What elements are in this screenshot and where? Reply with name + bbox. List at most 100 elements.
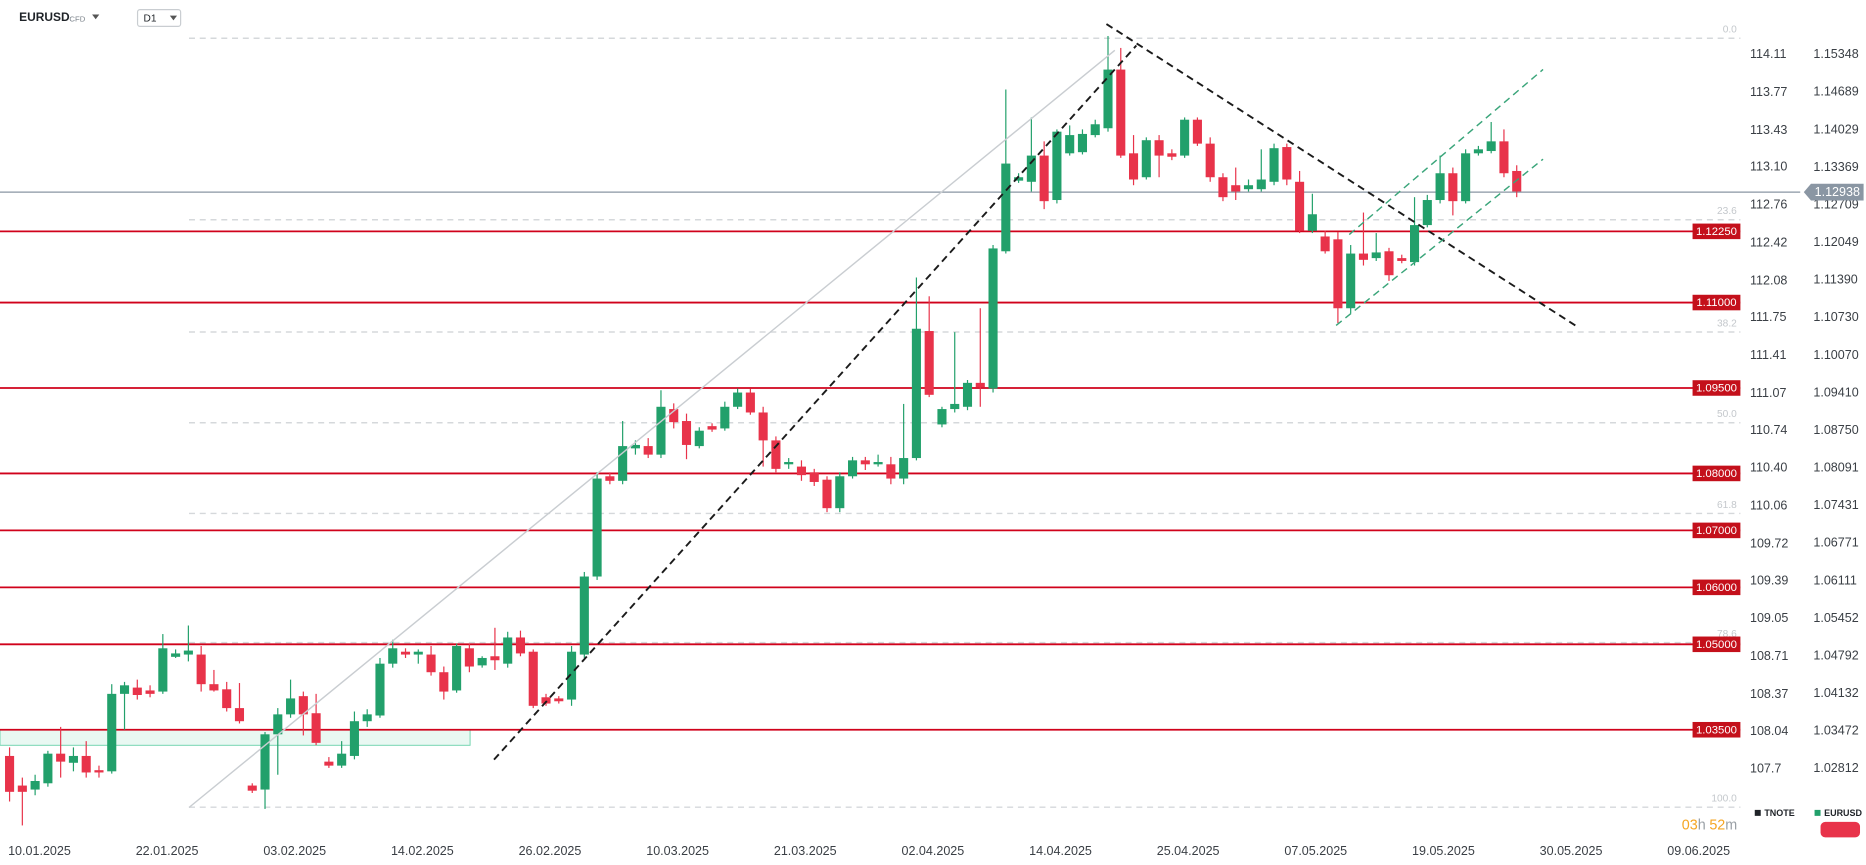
y2-tick-label: 111.41	[1750, 348, 1787, 362]
x-tick-label: 10.01.2025	[8, 844, 71, 858]
candle-body	[1371, 252, 1381, 259]
candle-body	[899, 458, 909, 479]
candle-body	[107, 693, 117, 772]
trade-button[interactable]	[1820, 821, 1861, 838]
candle-body	[30, 781, 40, 790]
candle-body	[1295, 181, 1305, 231]
candle-body	[1065, 135, 1075, 154]
axes: 1.12250 1.11000 1.09500 1.08000 1.07000 1.060…	[8, 47, 1864, 858]
trend-line	[188, 49, 1116, 809]
candle-body	[528, 651, 538, 706]
x-tick-label: 21.03.2025	[774, 844, 837, 858]
candle-body	[924, 331, 934, 395]
candle-body	[286, 698, 296, 715]
candle-body	[1307, 214, 1317, 231]
y-tick-label: 1.04792	[1813, 648, 1858, 662]
candle-body	[1473, 149, 1483, 154]
candle-body	[784, 462, 794, 465]
candle-body	[388, 648, 398, 664]
candle-body	[1039, 155, 1049, 202]
candle-body	[1218, 177, 1228, 198]
candle-body	[681, 421, 692, 445]
candle-body	[1192, 119, 1202, 144]
legend-swatch	[1814, 809, 1821, 816]
candle-body	[873, 462, 883, 465]
y2-tick-label: 108.37	[1750, 687, 1788, 701]
fib-label: 61.8	[1717, 500, 1737, 511]
countdown-hours-unit: h	[1698, 817, 1706, 833]
countdown-minutes: 52	[1709, 817, 1725, 833]
candle-body	[1499, 141, 1509, 174]
y2-tick-label: 110.74	[1750, 423, 1787, 437]
y2-tick-label: 111.75	[1750, 310, 1787, 324]
candle-body	[1461, 153, 1471, 202]
y-tick-label: 1.02812	[1813, 761, 1858, 775]
price-level-tag	[1692, 721, 1741, 738]
candle-body	[43, 753, 53, 784]
fib-label: 100.0	[1711, 794, 1737, 805]
legend-swatch	[1754, 809, 1761, 816]
fib-label: 38.2	[1717, 318, 1737, 329]
channel-line	[1348, 68, 1544, 236]
candle-body	[247, 785, 257, 791]
candle-body	[694, 430, 704, 447]
price-level-label: 1.06000	[1696, 582, 1737, 594]
candle-body	[452, 646, 462, 691]
candle-body	[1448, 173, 1458, 202]
y-tick-label: 1.06111	[1813, 573, 1857, 587]
y-tick-label: 1.04132	[1813, 686, 1858, 700]
candle-body	[822, 479, 832, 509]
candle-body	[707, 426, 717, 430]
x-tick-label: 19.05.2025	[1412, 844, 1475, 858]
y2-tick-label: 112.42	[1750, 235, 1787, 249]
drawings-back	[0, 729, 471, 746]
price-level-tag	[1692, 522, 1741, 539]
y-tick-label: 1.05452	[1813, 611, 1858, 625]
x-tick-label: 02.04.2025	[901, 844, 964, 858]
last-price-tag	[1803, 183, 1864, 201]
candle-body	[809, 472, 819, 482]
candle-body	[656, 406, 666, 455]
y2-tick-label: 108.04	[1750, 724, 1788, 738]
channel-line	[1335, 158, 1544, 327]
candle-body	[643, 446, 653, 455]
symbol[interactable]: EURUSD	[19, 10, 70, 24]
trend-line	[1105, 23, 1576, 327]
levels: 0.0 23.6 38.2 50.0 61.8 78.6 100.0	[0, 25, 1801, 808]
price-level-tag	[1692, 294, 1741, 311]
price-level-tag	[1692, 465, 1741, 482]
instrument-type: CFD	[69, 14, 85, 23]
symbol-dropdown-caret[interactable]	[92, 14, 100, 20]
candle-body	[975, 382, 985, 388]
y2-tick-label: 112.76	[1750, 198, 1787, 212]
candle-body	[1358, 253, 1368, 260]
y2-tick-label: 110.40	[1750, 461, 1787, 475]
candle-body	[1141, 140, 1151, 178]
y-tick-label: 1.12049	[1813, 235, 1858, 249]
candle-body	[1320, 236, 1330, 252]
candle-body	[81, 755, 91, 773]
candle-body	[1154, 140, 1164, 156]
candle-body	[145, 690, 155, 694]
candle-body	[1090, 124, 1100, 136]
candle-body	[745, 392, 755, 413]
price-level-tag	[1692, 636, 1741, 653]
candle-body	[937, 409, 947, 425]
candle-body	[1243, 185, 1254, 190]
x-tick-label: 14.02.2025	[391, 844, 454, 858]
y2-tick-label: 109.72	[1750, 536, 1788, 550]
interval-select[interactable]	[136, 9, 182, 28]
x-tick-label: 30.05.2025	[1540, 844, 1603, 858]
candle-body	[554, 698, 564, 702]
candle-body	[618, 446, 628, 481]
candle-body	[605, 476, 615, 481]
candle-body	[630, 444, 640, 449]
candle-body	[132, 687, 142, 695]
candle-body	[1231, 185, 1241, 192]
candle-body	[1077, 133, 1088, 153]
fib-label: 0.0	[1723, 25, 1737, 36]
candle-body	[234, 708, 245, 722]
candle-body	[911, 328, 921, 459]
